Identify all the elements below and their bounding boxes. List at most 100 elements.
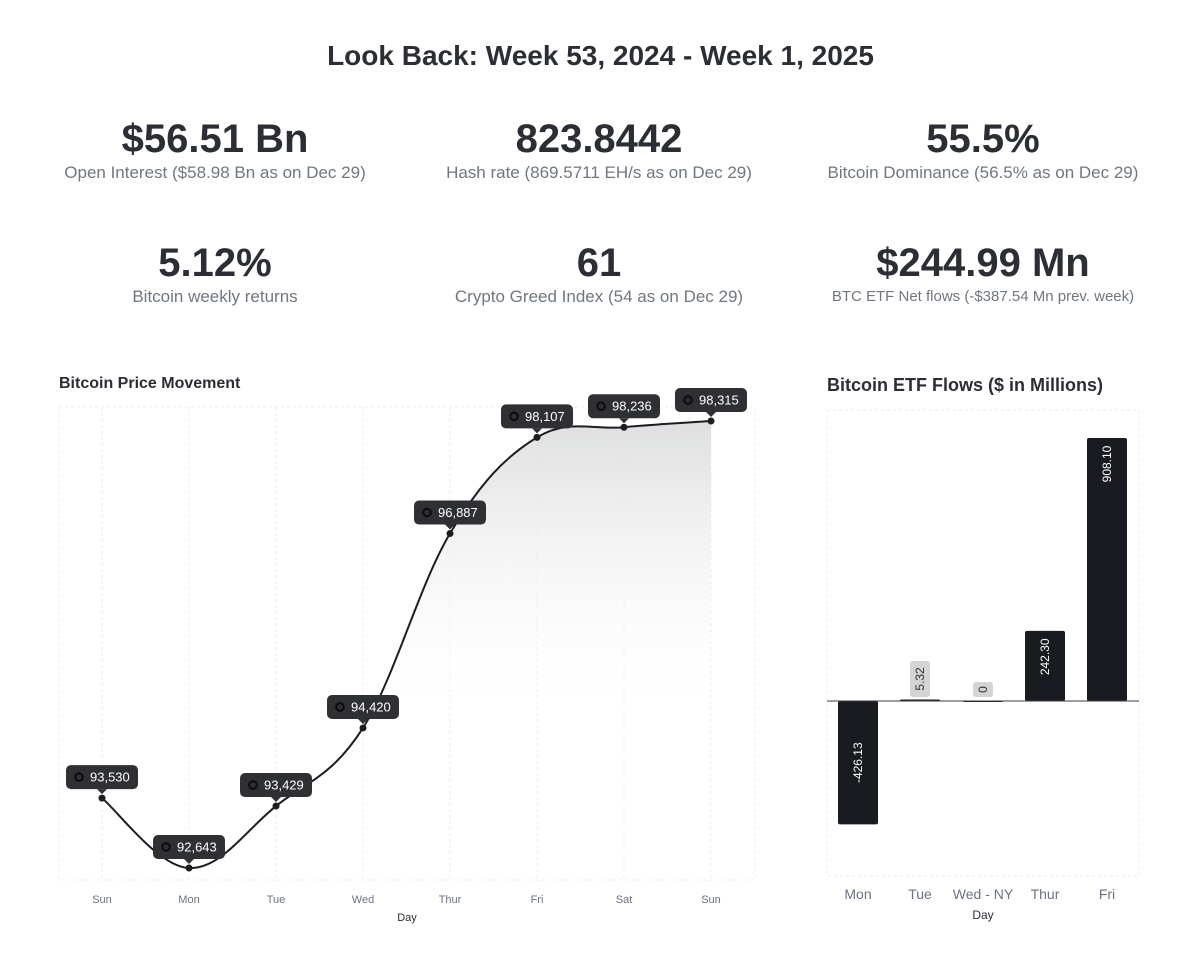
etf-data-label: -426.13: [851, 742, 865, 783]
stat-label: Hash rate (869.5711 EH/s as on Dec 29): [446, 163, 752, 182]
etf-bar: [1087, 438, 1127, 701]
tooltip-dot-icon: [248, 780, 258, 790]
x-axis-title: Day: [397, 912, 417, 924]
tooltip-pointer: [619, 418, 629, 424]
stat-value: $56.51 Bn: [121, 117, 309, 161]
price-data-label: 98,236: [612, 399, 652, 414]
x-tick-label: Tue: [267, 894, 286, 906]
etf-data-label: 0: [976, 686, 990, 693]
price-point: [359, 724, 367, 732]
price-point: [707, 417, 715, 425]
price-data-label: 94,420: [351, 699, 391, 714]
price-tooltip: 92,643: [153, 835, 225, 864]
price-tooltip: 96,887: [414, 500, 486, 530]
etf-x-tick-label: Thur: [1031, 886, 1060, 902]
etf-data-label: 242.30: [1038, 638, 1052, 675]
tooltip-pointer: [97, 789, 107, 795]
tooltip-box: [66, 765, 138, 790]
price-area: [363, 421, 711, 728]
stat-value: 55.5%: [926, 117, 1040, 161]
tooltip-box: [240, 773, 312, 798]
x-tick-label: Thur: [439, 894, 462, 906]
stat-value: 823.8442: [515, 117, 683, 161]
tooltip-pointer: [184, 859, 194, 864]
tooltip-dot-icon: [422, 507, 432, 518]
etf-bar: [838, 701, 878, 825]
x-tick-label: Sun: [701, 894, 721, 906]
etf-bar-label-group: -426.13: [851, 742, 865, 783]
etf-label-box: [973, 682, 993, 697]
stat-hash-rate: 823.8442 Hash rate (869.5711 EH/s as on …: [409, 116, 789, 184]
price-line: [101, 420, 712, 870]
price-tooltip: 98,236: [588, 394, 660, 424]
tooltip-dot-icon: [335, 702, 345, 712]
etf-plot-frame: [826, 409, 1140, 877]
tooltip-box: [153, 835, 225, 859]
tooltip-box: [675, 388, 747, 412]
tooltip-dot-icon: [161, 842, 171, 852]
price-chart-title: Bitcoin Price Movement: [59, 375, 241, 392]
x-tick-label: Mon: [178, 894, 199, 906]
tooltip-box: [501, 404, 573, 429]
etf-label-box: [910, 661, 930, 697]
stat-value: $244.99 Mn: [876, 241, 1090, 285]
x-tick-label: Sat: [616, 894, 633, 906]
tooltip-dot-icon: [509, 411, 519, 422]
etf-data-label: 908.10: [1100, 445, 1114, 482]
etf-bar-label-group: 908.10: [1100, 445, 1114, 482]
etf-bar-label-group: 5.32: [910, 661, 930, 697]
etf-x-axis-title: Day: [972, 908, 993, 922]
tooltip-dot-icon: [683, 395, 693, 405]
etf-bar: [1025, 630, 1065, 701]
stat-label: Bitcoin Dominance (56.5% as on Dec 29): [827, 163, 1139, 182]
etf-x-tick-label: Fri: [1099, 886, 1115, 902]
stat-value: 5.12%: [158, 241, 272, 285]
page-title: Look Back: Week 53, 2024 - Week 1, 2025: [327, 40, 874, 71]
plot-frame: [58, 406, 756, 881]
stat-label: Crypto Greed Index (54 as on Dec 29): [454, 287, 744, 306]
tooltip-pointer: [358, 718, 368, 724]
tooltip-dot-icon: [74, 772, 84, 782]
etf-chart-title: Bitcoin ETF Flows ($ in Millions): [827, 375, 1103, 395]
etf-x-tick-label: Wed - NY: [953, 886, 1014, 902]
price-tooltip: 98,315: [675, 388, 747, 417]
stat-etf-net-flows: $244.99 Mn BTC ETF Net flows (-$387.54 M…: [793, 240, 1173, 308]
price-tooltip: 94,420: [327, 694, 399, 724]
price-point: [620, 423, 628, 431]
price-point: [272, 802, 280, 810]
etf-x-tick-label: Tue: [908, 886, 932, 902]
price-data-label: 98,315: [699, 393, 739, 408]
price-tooltip: 93,429: [240, 773, 312, 803]
stat-label: Bitcoin weekly returns: [132, 287, 298, 306]
price-data-label: 98,107: [525, 409, 565, 424]
price-data-label: 92,643: [177, 840, 217, 855]
x-tick-label: Wed: [352, 894, 374, 906]
price-tooltip: 93,530: [66, 765, 138, 795]
tooltip-box: [327, 694, 399, 719]
tooltip-box: [414, 500, 486, 525]
stat-bitcoin-dominance: 55.5% Bitcoin Dominance (56.5% as on Dec…: [793, 116, 1173, 184]
stat-label: BTC ETF Net flows (-$387.54 Mn prev. wee…: [831, 288, 1135, 305]
price-point: [185, 864, 193, 872]
stat-open-interest: $56.51 Bn Open Interest ($58.98 Bn as on…: [25, 116, 405, 184]
x-tick-label: Fri: [531, 894, 544, 906]
etf-data-label: 5.32: [913, 667, 927, 691]
tooltip-dot-icon: [596, 401, 606, 412]
price-tooltip: 98,107: [501, 404, 573, 434]
x-tick-label: Sun: [92, 894, 112, 906]
price-data-label: 96,887: [438, 505, 478, 520]
etf-x-tick-label: Mon: [844, 886, 871, 902]
etf-bar-label-group: 242.30: [1038, 638, 1052, 675]
tooltip-pointer: [532, 428, 542, 434]
price-point: [98, 794, 106, 802]
tooltip-box: [588, 394, 660, 419]
tooltip-pointer: [706, 412, 716, 417]
price-point: [446, 530, 454, 538]
stat-label: Open Interest ($58.98 Bn as on Dec 29): [64, 163, 366, 182]
price-point: [533, 433, 541, 441]
tooltip-pointer: [271, 797, 281, 803]
price-data-label: 93,530: [90, 770, 130, 785]
stat-weekly-returns: 5.12% Bitcoin weekly returns: [25, 240, 405, 308]
